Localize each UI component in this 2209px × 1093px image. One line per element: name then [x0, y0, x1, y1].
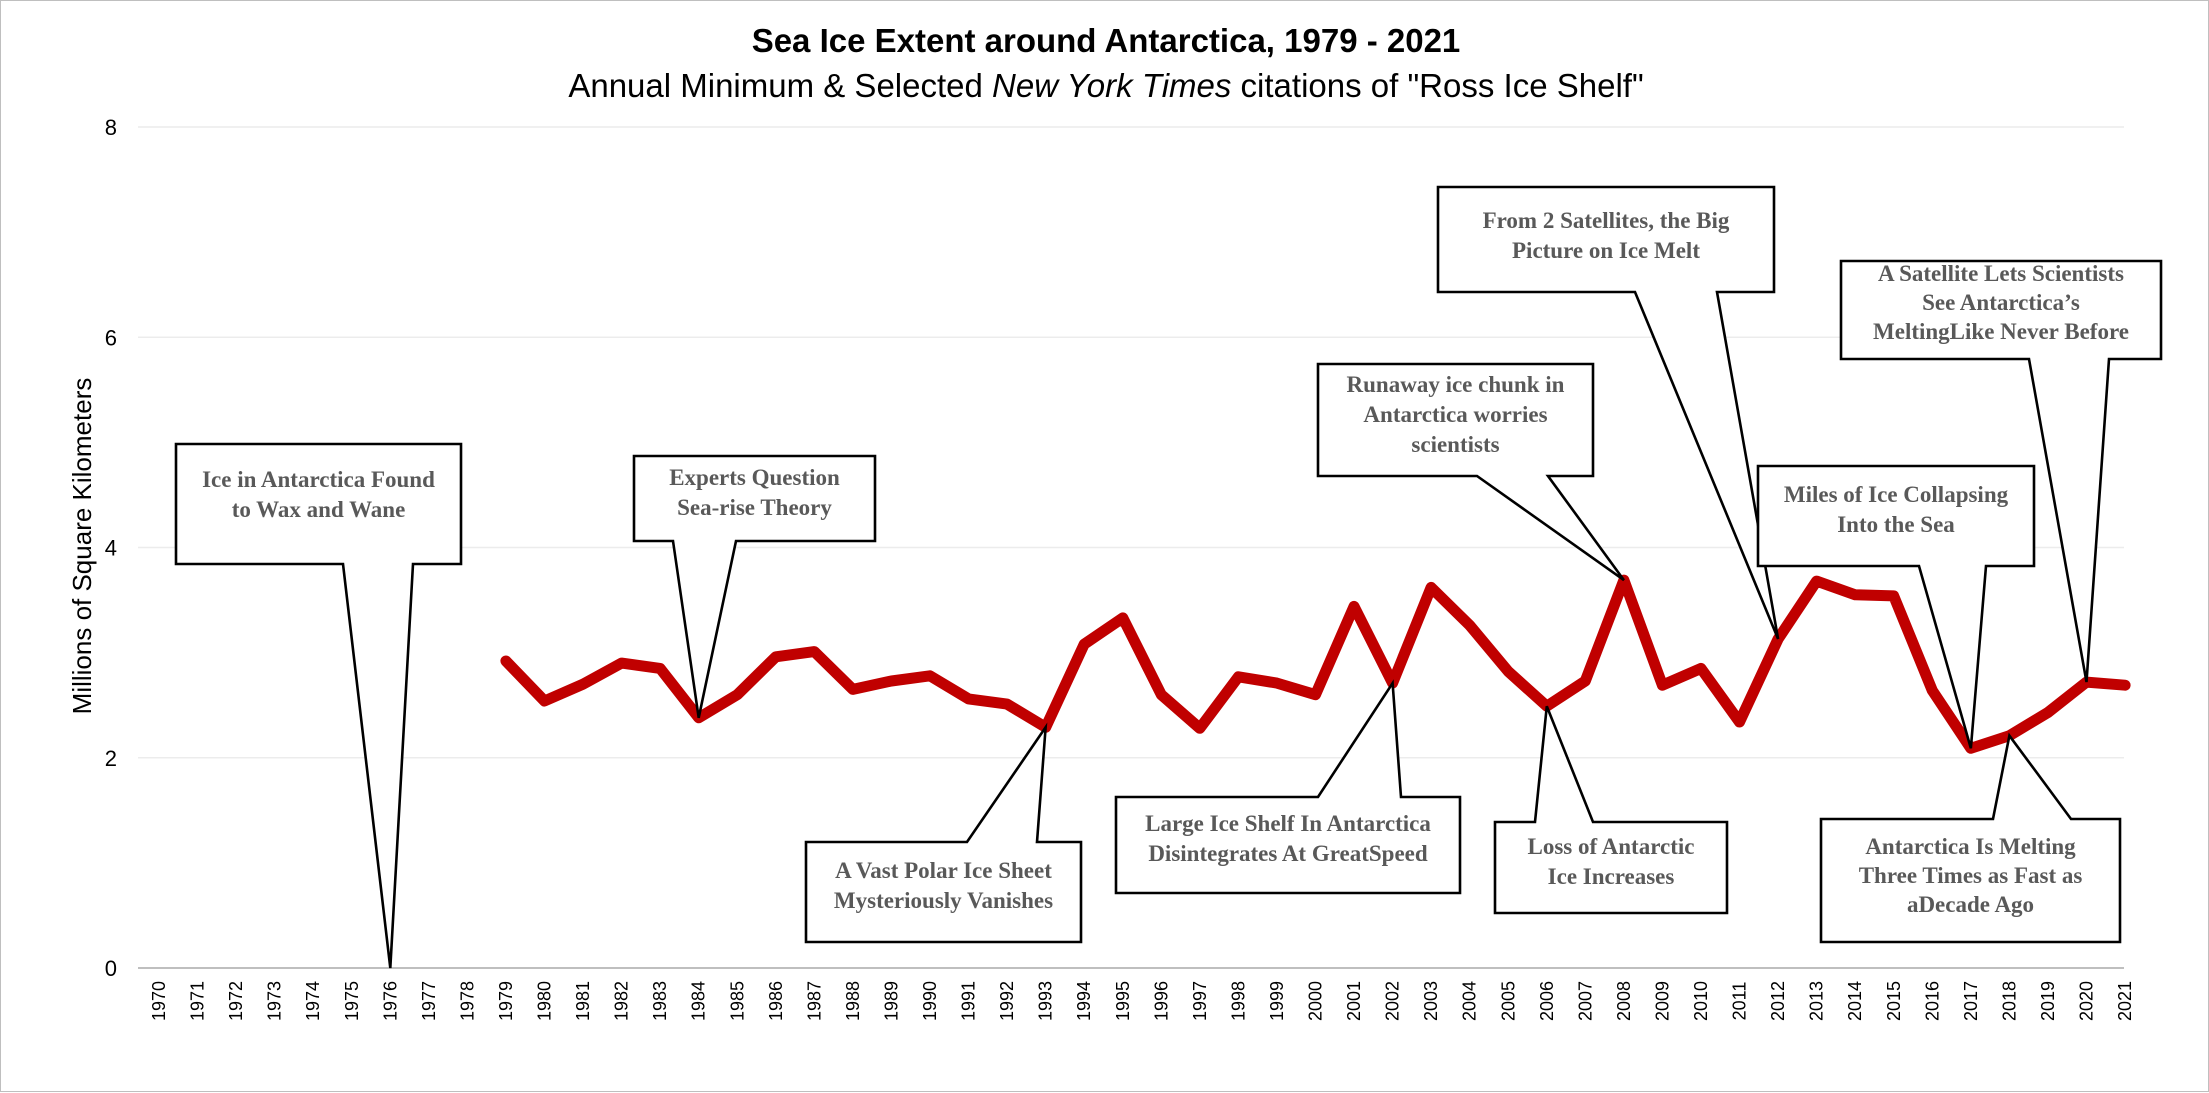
- x-tick-label: 1987: [804, 981, 824, 1021]
- data-series: [506, 580, 2125, 748]
- x-tick-label: 1979: [496, 981, 516, 1021]
- callout-text: Into the Sea: [1837, 512, 1955, 537]
- x-tick-label: 1997: [1190, 981, 1210, 1021]
- callout-text: A Vast Polar Ice Sheet: [835, 858, 1052, 883]
- callout-text: Ice in Antarctica Found: [202, 467, 435, 492]
- x-tick-label: 1991: [959, 981, 979, 1021]
- callout-text: aDecade Ago: [1907, 892, 2034, 917]
- callout-text: Large Ice Shelf In Antarctica: [1145, 811, 1431, 836]
- callout: Loss of Antarctic Ice Increases: [1495, 706, 1727, 913]
- x-tick-label: 1970: [149, 981, 169, 1021]
- x-tick-label: 2011: [1730, 982, 1750, 1021]
- series-line: [506, 580, 2125, 748]
- x-tick-label: 1975: [342, 981, 362, 1021]
- x-tick-label: 1977: [419, 981, 439, 1021]
- x-tick-label: 1996: [1151, 981, 1171, 1021]
- x-tick-label: 2002: [1383, 981, 1403, 1021]
- callout-text: Antarctica worries: [1363, 402, 1547, 427]
- y-tick-label: 2: [105, 746, 117, 771]
- x-tick-label: 2009: [1652, 981, 1672, 1021]
- callout-text: A Satellite Lets Scientists: [1878, 261, 2124, 286]
- subtitle-part-1: Annual Minimum & Selected: [568, 67, 992, 104]
- x-tick-label: 1974: [303, 981, 323, 1021]
- callout-text: Mysteriously Vanishes: [834, 888, 1053, 913]
- chart-title: Sea Ice Extent around Antarctica, 1979 -…: [752, 22, 1461, 59]
- y-tick-label: 4: [105, 536, 117, 561]
- x-tick-label: 1983: [650, 981, 670, 1021]
- x-tick-label: 1995: [1113, 981, 1133, 1021]
- x-tick-label: 1985: [727, 981, 747, 1021]
- x-tick-label: 1990: [920, 981, 940, 1021]
- x-tick-label: 1998: [1228, 981, 1248, 1021]
- x-tick-label: 2013: [1807, 981, 1827, 1021]
- x-tick-label: 2021: [2115, 981, 2135, 1021]
- x-tick-label: 2019: [2038, 981, 2058, 1021]
- x-tick-label: 2008: [1614, 981, 1634, 1021]
- callout: Ice in Antarctica Found to Wax and Wane: [176, 444, 461, 968]
- x-tick-label: 1989: [881, 981, 901, 1021]
- callout-text: From 2 Satellites, the Big: [1483, 208, 1730, 233]
- callout-text: Ice Increases: [1548, 864, 1675, 889]
- x-tick-label: 2016: [1922, 981, 1942, 1021]
- x-tick-label: 1971: [188, 981, 208, 1021]
- x-tick-label: 2003: [1421, 981, 1441, 1021]
- y-tick-label: 6: [105, 325, 117, 350]
- x-tick-label: 2001: [1344, 981, 1364, 1021]
- callout-text: Disintegrates At GreatSpeed: [1148, 841, 1428, 866]
- subtitle-part-2: New York Times: [992, 67, 1231, 104]
- x-tick-label: 2004: [1460, 981, 1480, 1021]
- x-tick-label: 1992: [997, 981, 1017, 1021]
- x-tick-label: 2014: [1845, 981, 1865, 1021]
- x-tick-label: 2006: [1537, 981, 1557, 1021]
- x-tick-label: 1981: [573, 981, 593, 1021]
- subtitle-part-3: citations of "Ross Ice Shelf": [1241, 67, 1644, 104]
- callout-text: Miles of Ice Collapsing: [1784, 482, 2009, 507]
- x-tick-label: 2020: [2077, 981, 2097, 1021]
- callout-text: scientists: [1411, 432, 1499, 457]
- x-tick-label: 1993: [1036, 981, 1056, 1021]
- x-tick-label: 1973: [265, 981, 285, 1021]
- callout-text: See Antarctica’s: [1922, 290, 2080, 315]
- x-tick-label: 2000: [1306, 981, 1326, 1021]
- x-tick-label: 1976: [380, 981, 400, 1021]
- x-tick-label: 1988: [843, 981, 863, 1021]
- y-tick-label: 8: [105, 115, 117, 140]
- x-tick-label: 1999: [1267, 981, 1287, 1021]
- x-tick-label: 2007: [1575, 981, 1595, 1021]
- x-tick-label: 1978: [457, 981, 477, 1021]
- y-axis-label: Millions of Square Kilometers: [67, 378, 97, 715]
- callout-text: Three Times as Fast as: [1859, 863, 2083, 888]
- x-tick-label: 2018: [1999, 981, 2019, 1021]
- chart-subtitle: Annual Minimum & Selected New York Times…: [568, 67, 1643, 104]
- callout-text: MeltingLike Never Before: [1873, 319, 2129, 344]
- y-tick-label: 0: [105, 956, 117, 981]
- callout: Antarctica Is Melting Three Times as Fast…: [1821, 736, 2120, 942]
- y-tick-labels: 0 2 4 6 8: [105, 115, 117, 981]
- callout: A Vast Polar Ice Sheet Mysteriously Vanis…: [806, 727, 1081, 942]
- callout-text: to Wax and Wane: [232, 497, 406, 522]
- x-tick-label: 2015: [1884, 981, 1904, 1021]
- callout-box: [176, 444, 461, 968]
- callout-text: Loss of Antarctic: [1528, 834, 1695, 859]
- x-tick-label: 1982: [612, 981, 632, 1021]
- callout-text: Picture on Ice Melt: [1512, 238, 1700, 263]
- x-tick-label: 2012: [1768, 981, 1788, 1021]
- x-tick-label: 1984: [689, 981, 709, 1021]
- callout-text: Experts Question: [669, 465, 840, 490]
- callout-text: Runaway ice chunk in: [1347, 372, 1565, 397]
- x-tick-label: 1972: [226, 981, 246, 1021]
- x-tick-label: 2017: [1961, 981, 1981, 1021]
- x-tick-label: 2005: [1498, 981, 1518, 1021]
- callout-text: Antarctica Is Melting: [1865, 834, 2076, 859]
- callouts: Ice in Antarctica Found to Wax and Wane Ex…: [176, 187, 2161, 968]
- x-tick-label: 1994: [1074, 981, 1094, 1021]
- callout: Large Ice Shelf In Antarctica Disintegrat…: [1116, 683, 1460, 893]
- x-tick-label: 2010: [1691, 981, 1711, 1021]
- x-tick-label: 1986: [766, 981, 786, 1021]
- callout-text: Sea-rise Theory: [677, 495, 832, 520]
- x-tick-labels: 1970 1971 1972 1973 1974 1975 1976 1977 1978 1979…: [149, 981, 2135, 1021]
- x-tick-label: 1980: [535, 981, 555, 1021]
